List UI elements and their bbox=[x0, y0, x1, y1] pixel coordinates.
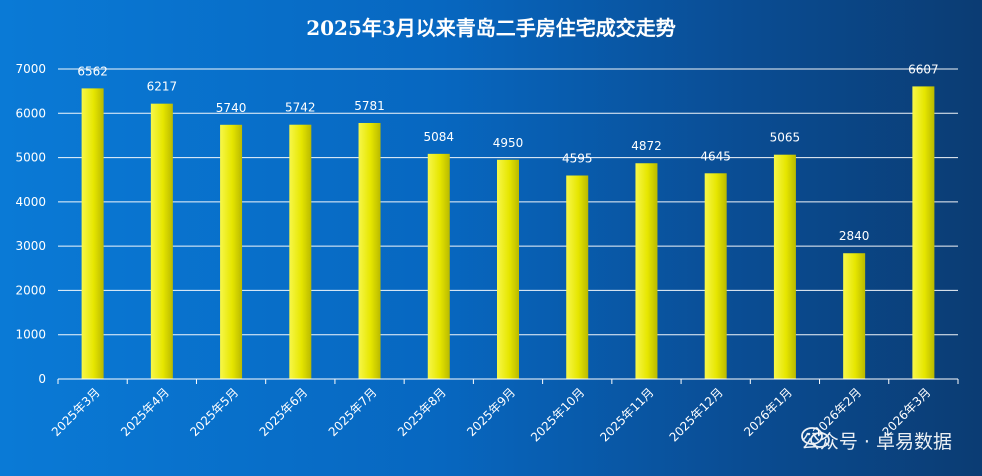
y-axis: 0 1000 2000 3000 4000 5000 6000 7000 bbox=[15, 62, 46, 386]
bar bbox=[635, 163, 658, 379]
bar bbox=[220, 124, 243, 379]
y-tick-label: 7000 bbox=[15, 62, 46, 76]
x-tick-label: 2025年9月 bbox=[464, 385, 518, 439]
y-tick-label: 3000 bbox=[15, 239, 46, 253]
y-tick-label: 0 bbox=[38, 372, 46, 386]
x-tick-label: 2025年12月 bbox=[667, 385, 726, 444]
data-label: 6607 bbox=[908, 62, 939, 76]
y-tick-label: 5000 bbox=[15, 151, 46, 165]
x-tick-label: 2025年8月 bbox=[395, 385, 449, 439]
bar bbox=[358, 122, 381, 379]
data-label: 5084 bbox=[423, 130, 454, 144]
x-tick-label: 2025年11月 bbox=[597, 385, 656, 444]
bar bbox=[289, 124, 312, 379]
bar bbox=[843, 253, 866, 379]
data-label: 5065 bbox=[770, 131, 801, 145]
bar bbox=[427, 153, 450, 379]
y-tick-label: 1000 bbox=[15, 328, 46, 342]
x-tick-label: 2025年6月 bbox=[257, 385, 311, 439]
data-label: 5742 bbox=[285, 101, 316, 115]
x-tick-label: 2025年5月 bbox=[187, 385, 241, 439]
x-tick-label: 2025年7月 bbox=[326, 385, 380, 439]
data-label: 6217 bbox=[147, 80, 178, 94]
data-labels: 6562 6217 5740 5742 5781 5084 4950 4595 4872 4645… bbox=[77, 62, 938, 243]
bar bbox=[150, 103, 173, 379]
bar bbox=[912, 86, 935, 379]
data-label: 4595 bbox=[562, 152, 593, 166]
bar bbox=[81, 88, 104, 379]
bar bbox=[773, 154, 796, 379]
bar bbox=[566, 175, 589, 379]
x-tick-label: 2026年1月 bbox=[741, 385, 795, 439]
watermark-text: 公众号 · 卓易数据 bbox=[800, 431, 952, 453]
x-tick-label: 2025年4月 bbox=[118, 385, 172, 439]
bars bbox=[81, 86, 935, 379]
bar bbox=[497, 159, 519, 379]
watermark: 公众号 · 卓易数据 bbox=[801, 427, 952, 454]
y-tick-label: 6000 bbox=[15, 106, 46, 120]
x-tick-label: 2025年3月 bbox=[49, 385, 103, 439]
bar bbox=[704, 173, 727, 379]
data-label: 6562 bbox=[77, 64, 108, 78]
data-label: 2840 bbox=[839, 229, 870, 243]
x-tick-label: 2025年10月 bbox=[528, 385, 587, 444]
wechat-icon bbox=[800, 427, 830, 448]
data-label: 4950 bbox=[493, 136, 524, 150]
data-label: 4645 bbox=[700, 149, 731, 163]
chart-title: 2025年3月以来青岛二手房住宅成交走势 bbox=[306, 16, 676, 40]
y-tick-label: 4000 bbox=[15, 195, 46, 209]
y-tick-label: 2000 bbox=[15, 283, 46, 297]
data-label: 4872 bbox=[631, 139, 662, 153]
data-label: 5781 bbox=[354, 99, 385, 113]
data-label: 5740 bbox=[216, 101, 247, 115]
